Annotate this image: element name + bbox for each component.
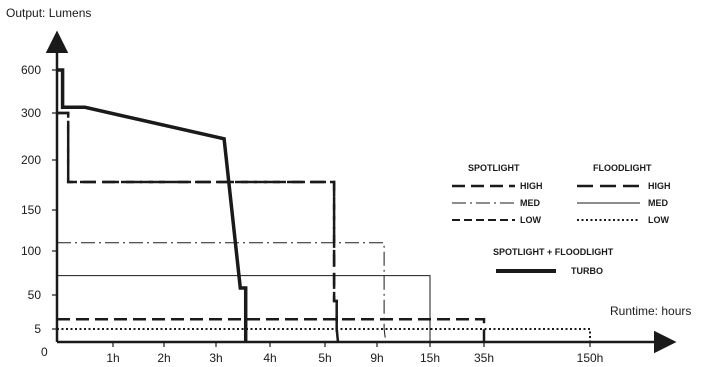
y-tick-label: 300 xyxy=(21,106,41,120)
x-ticks: 1h 2h 3h 4h 5h 9h 15h 35h 150h xyxy=(106,342,603,365)
legend-combined-header: SPOTLIGHT + FLOODLIGHT xyxy=(493,247,614,257)
y-tick-label: 5 xyxy=(34,322,41,336)
legend-floodlight-header: FLOODLIGHT xyxy=(593,163,652,173)
legend-floodlight-high-label: HIGH xyxy=(648,181,671,191)
legend-spotlight-med-label: MED xyxy=(520,198,541,208)
series-spotlight-low xyxy=(57,317,486,342)
x-tick-label: 2h xyxy=(157,351,170,365)
legend: SPOTLIGHT FLOODLIGHT HIGH HIGH MED MED L… xyxy=(452,163,671,276)
series-lines xyxy=(57,68,591,343)
series-floodlight-med xyxy=(57,275,431,342)
x-tick-label: 3h xyxy=(209,351,222,365)
series-turbo xyxy=(57,68,248,342)
y-tick-label: 50 xyxy=(28,288,42,302)
series-floodlight-high xyxy=(57,111,340,343)
x-tick-label: 9h xyxy=(370,351,383,365)
legend-spotlight-high-label: HIGH xyxy=(520,181,543,191)
series-floodlight-low xyxy=(57,328,591,342)
legend-floodlight-low-label: LOW xyxy=(648,215,669,225)
x-tick-label: 35h xyxy=(474,351,494,365)
x-tick-label: 15h xyxy=(420,351,440,365)
y-axis-label: Output: Lumens xyxy=(6,6,91,20)
y-tick-label: 100 xyxy=(21,244,41,258)
series-spotlight-med xyxy=(57,242,387,343)
legend-spotlight-header: SPOTLIGHT xyxy=(468,163,520,173)
y-tick-label: 200 xyxy=(21,153,41,167)
y-ticks: 5 50 100 150 200 300 600 xyxy=(21,63,57,336)
origin-label: 0 xyxy=(41,345,48,359)
legend-spotlight-low-label: LOW xyxy=(520,215,541,225)
x-tick-label: 4h xyxy=(263,351,276,365)
x-axis-label: Runtime: hours xyxy=(610,304,691,318)
x-tick-label: 5h xyxy=(318,351,331,365)
y-tick-label: 600 xyxy=(21,63,41,77)
legend-turbo-label: TURBO xyxy=(571,266,603,276)
x-tick-label: 150h xyxy=(577,351,604,365)
legend-floodlight-med-label: MED xyxy=(648,198,669,208)
y-tick-label: 150 xyxy=(21,203,41,217)
x-tick-label: 1h xyxy=(106,351,119,365)
series-spotlight-high xyxy=(57,111,340,343)
